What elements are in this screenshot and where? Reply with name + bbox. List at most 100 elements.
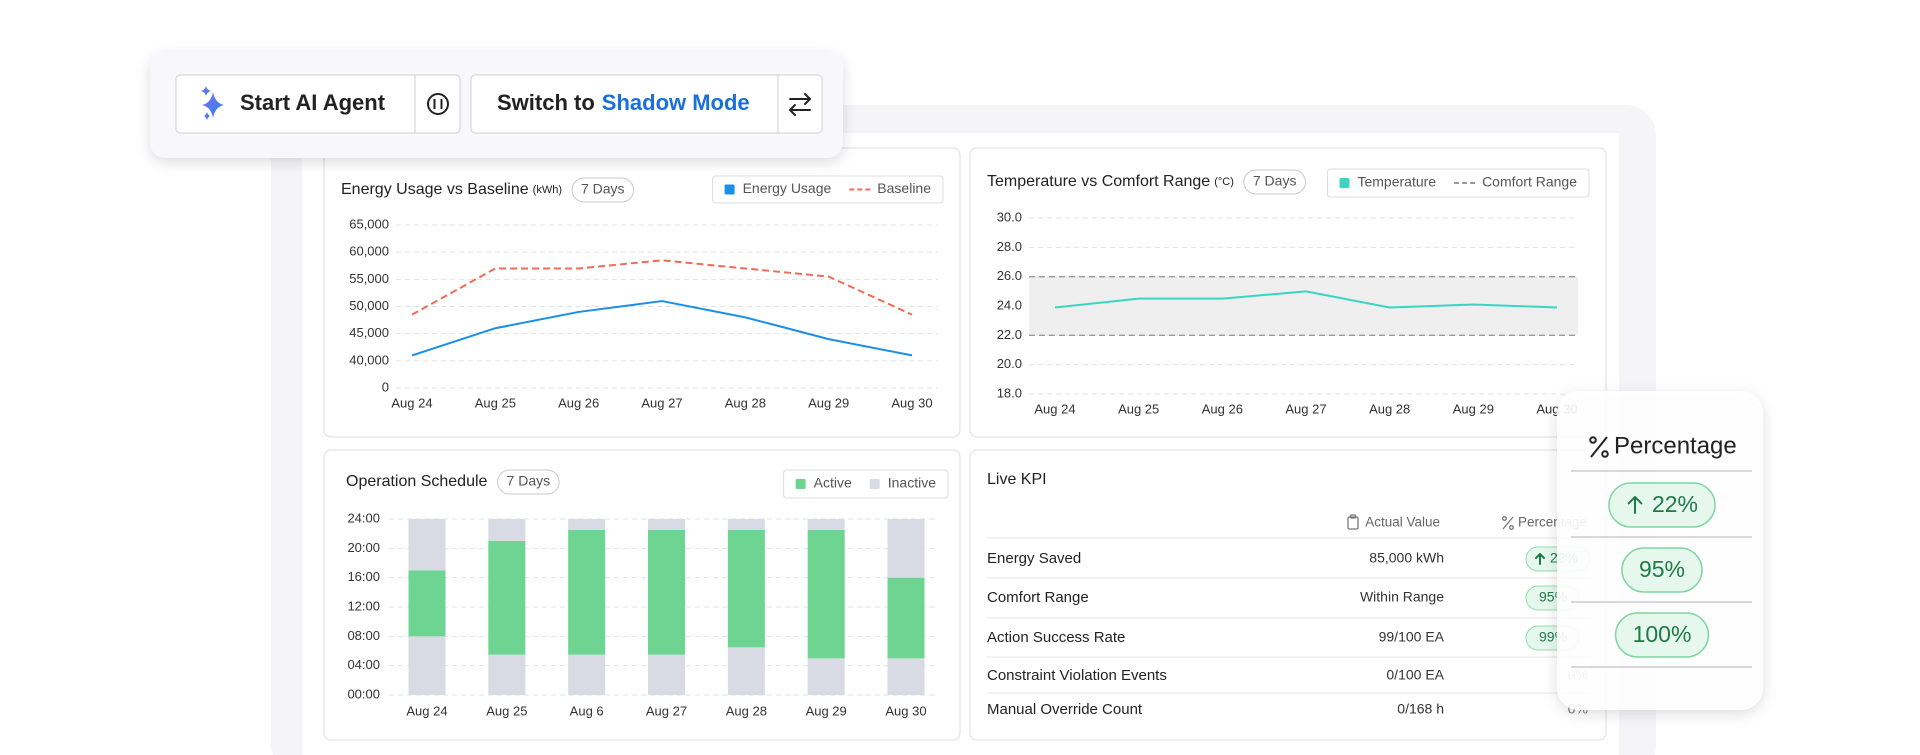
x-tick-label: Aug 29 xyxy=(808,395,849,410)
legend-swatch xyxy=(724,184,735,195)
x-tick-label: Aug 26 xyxy=(558,395,599,410)
x-tick-label: Aug 30 xyxy=(885,703,926,718)
bar-segment xyxy=(807,519,845,530)
y-tick-label: 24:00 xyxy=(347,510,380,525)
kpi-name: Comfort Range xyxy=(987,589,1089,606)
legend: Temperature Comfort Range xyxy=(1326,168,1590,198)
chart: Temperature vs Comfort Range (°C) 7 Days 18… xyxy=(987,168,1590,416)
chart-title-text: Temperature vs Comfort Range xyxy=(987,173,1210,190)
x-tick-label: Aug 27 xyxy=(641,395,682,410)
y-tick-label: 20:00 xyxy=(347,540,380,555)
toolbar-buttons: Start AI Agent Switch to Shadow Mode xyxy=(175,74,823,134)
switch-button[interactable] xyxy=(470,74,823,134)
y-tick-label: 45,000 xyxy=(349,325,389,340)
kpi-value: 85,000 kWh xyxy=(1369,550,1444,566)
chart-unit: (°C) xyxy=(1214,176,1234,188)
percentage-value: 22% xyxy=(1652,491,1698,517)
y-tick-label: 55,000 xyxy=(349,271,389,286)
legend-swatch xyxy=(1339,178,1350,188)
legend: Active Inactive xyxy=(783,469,949,499)
bar-segment xyxy=(648,519,685,530)
percentage-popup: Percentage 22% 95% 100% xyxy=(1557,391,1763,710)
trend-up-icon xyxy=(1535,553,1545,565)
swap-icon[interactable] xyxy=(789,93,811,116)
legend-swatch xyxy=(869,479,880,489)
period-badge xyxy=(571,177,635,203)
period-badge xyxy=(497,469,560,495)
kpi-name: Constraint Violation Events xyxy=(987,667,1167,684)
x-tick-label: Aug 25 xyxy=(475,395,516,410)
trend-up-icon xyxy=(1627,496,1643,514)
chart-title: Energy Usage vs Baseline (kWh) xyxy=(341,181,562,198)
kpi-name: Action Success Rate xyxy=(987,629,1125,646)
x-tick-label: Aug 27 xyxy=(1285,401,1326,416)
bar-segment xyxy=(887,519,925,578)
percent-icon xyxy=(1502,516,1514,530)
switch-label[interactable]: Switch to Shadow Mode xyxy=(497,90,750,115)
kpi-name: Energy Saved xyxy=(987,550,1081,567)
x-tick-label: Aug 6 xyxy=(570,703,604,718)
legend-box xyxy=(712,175,944,204)
percentage-value: 100% xyxy=(1633,621,1692,647)
bar-segment xyxy=(727,647,765,695)
chart-title: Temperature vs Comfort Range (°C) xyxy=(987,173,1234,190)
x-tick-label: Aug 24 xyxy=(406,703,447,718)
chart-title-text: Energy Usage vs Baseline xyxy=(341,181,529,198)
period-label: 7 Days xyxy=(1253,173,1297,189)
start-button[interactable] xyxy=(175,74,461,134)
switch-mode: Shadow Mode xyxy=(602,90,750,115)
popup-title: Percentage xyxy=(1614,432,1737,459)
bar-segment xyxy=(488,654,526,695)
bar-segment xyxy=(488,519,526,541)
bar-segment xyxy=(408,570,446,637)
legend-label: Active xyxy=(814,475,852,491)
x-tick-label: Aug 27 xyxy=(646,703,687,718)
bar-segment xyxy=(807,530,845,659)
y-tick-label: 65,000 xyxy=(349,216,389,231)
bar-segment xyxy=(568,530,606,655)
comfort-band xyxy=(1029,276,1578,336)
legend-swatch xyxy=(795,479,806,489)
kpi-value: 0/168 h xyxy=(1397,701,1444,717)
chart-title-text: Operation Schedule xyxy=(346,473,488,490)
bar-segment xyxy=(887,658,925,695)
y-tick-label: 04:00 xyxy=(347,657,380,672)
y-tick-label: 0 xyxy=(382,379,389,394)
bar-segment xyxy=(727,530,765,648)
y-tick-label: 22.0 xyxy=(997,327,1022,342)
y-tick-label: 26.0 xyxy=(997,268,1022,283)
period-badge xyxy=(1243,169,1306,195)
clipboard-icon xyxy=(1347,514,1359,530)
bar-segment xyxy=(648,654,685,695)
x-tick-label: Aug 25 xyxy=(486,703,527,718)
bar-segment xyxy=(648,530,685,655)
sparkle-icon xyxy=(204,112,210,120)
pause-icon[interactable] xyxy=(427,93,449,115)
x-tick-label: Aug 26 xyxy=(1202,401,1243,416)
bar-segment xyxy=(568,654,606,695)
y-tick-label: 18.0 xyxy=(997,385,1022,400)
switch-prefix: Switch to xyxy=(497,90,595,115)
bar-segment xyxy=(568,519,606,530)
x-tick-label: Aug 28 xyxy=(1369,401,1410,416)
percentage-pill xyxy=(1608,482,1716,528)
legend-label: Temperature xyxy=(1357,174,1436,190)
y-tick-label: 28.0 xyxy=(997,239,1022,254)
bar-segment xyxy=(408,636,446,695)
x-tick-label: Aug 28 xyxy=(726,703,767,718)
bar-segment xyxy=(727,519,765,530)
period-label: 7 Days xyxy=(581,181,625,197)
series-line xyxy=(411,300,913,357)
card xyxy=(323,449,961,741)
x-tick-label: Aug 28 xyxy=(725,395,766,410)
bar-segment xyxy=(408,519,446,571)
sparkle-icon xyxy=(201,86,211,96)
percentage-pill xyxy=(1614,612,1710,658)
kpi-value: Within Range xyxy=(1360,589,1444,605)
x-tick-label: Aug 25 xyxy=(1118,401,1159,416)
y-tick-label: 16:00 xyxy=(347,569,380,584)
legend-box xyxy=(783,469,949,499)
series-line xyxy=(411,259,913,316)
start-label[interactable]: Start AI Agent xyxy=(240,90,386,115)
